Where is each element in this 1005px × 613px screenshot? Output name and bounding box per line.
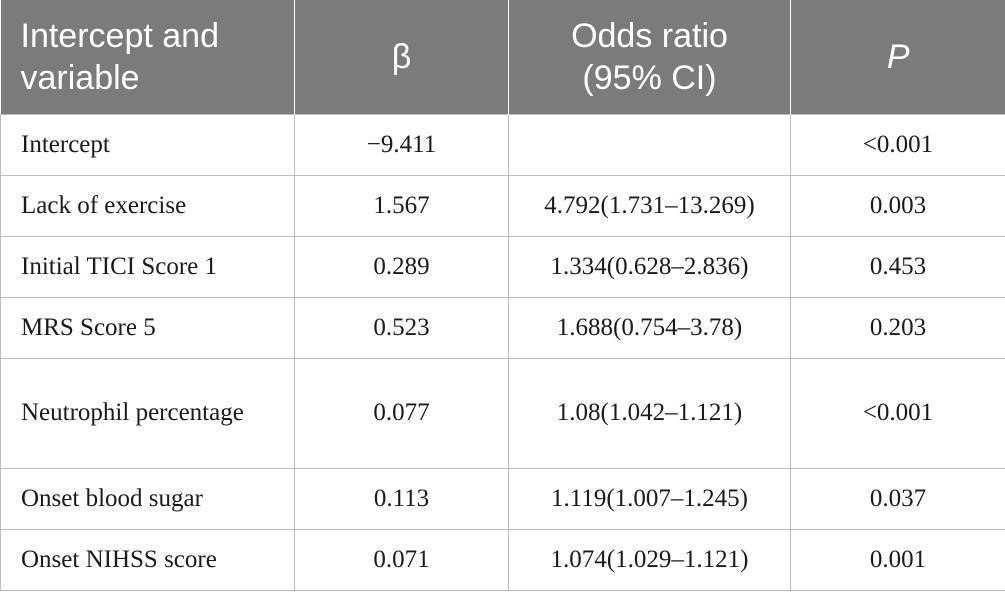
header-p-label: P (886, 37, 910, 76)
cell-variable: Neutrophil percentage (0, 357, 295, 469)
cell-variable: Onset blood sugar (0, 467, 295, 530)
cell-odds-ratio (508, 113, 791, 176)
header-row: Intercept and variable β Odds ratio (95%… (0, 0, 1005, 114)
cell-odds-ratio: 1.119(1.007–1.245) (508, 467, 791, 530)
cell-variable: Onset NIHSS score (0, 528, 295, 591)
cell-variable: Initial TICI Score 1 (0, 235, 295, 298)
table-row: Initial TICI Score 1 0.289 1.334(0.628–2… (0, 235, 1005, 298)
table-row: Lack of exercise 1.567 4.792(1.731–13.26… (0, 174, 1005, 237)
table-header: Intercept and variable β Odds ratio (95%… (0, 0, 1005, 114)
cell-odds-ratio: 1.334(0.628–2.836) (508, 235, 791, 298)
regression-table: Intercept and variable β Odds ratio (95%… (0, 0, 1005, 591)
cell-beta: −9.411 (294, 113, 509, 176)
table-row: MRS Score 5 0.523 1.688(0.754–3.78) 0.20… (0, 296, 1005, 359)
cell-variable: Intercept (0, 113, 295, 176)
cell-p-value: <0.001 (790, 357, 1005, 469)
cell-odds-ratio: 1.688(0.754–3.78) (508, 296, 791, 359)
cell-beta: 0.071 (294, 528, 509, 591)
table-row: Onset blood sugar 0.113 1.119(1.007–1.24… (0, 467, 1005, 530)
cell-beta: 0.289 (294, 235, 509, 298)
table-row: Onset NIHSS score 0.071 1.074(1.029–1.12… (0, 528, 1005, 591)
table-row: Intercept −9.411 <0.001 (0, 113, 1005, 176)
table-row: Neutrophil percentage 0.077 1.08(1.042–1… (0, 357, 1005, 469)
cell-beta: 1.567 (294, 174, 509, 237)
header-beta: β (294, 0, 509, 114)
cell-beta: 0.523 (294, 296, 509, 359)
cell-p-value: 0.037 (790, 467, 1005, 530)
cell-beta: 0.077 (294, 357, 509, 469)
header-variable: Intercept and variable (0, 0, 295, 114)
cell-p-value: 0.003 (790, 174, 1005, 237)
cell-p-value: 0.001 (790, 528, 1005, 591)
header-odds-ratio: Odds ratio (95% CI) (508, 0, 791, 114)
cell-p-value: 0.203 (790, 296, 1005, 359)
cell-odds-ratio: 1.074(1.029–1.121) (508, 528, 791, 591)
header-p-value: P (790, 0, 1005, 114)
table-body: Intercept −9.411 <0.001 Lack of exercise… (0, 113, 1005, 591)
cell-p-value: 0.453 (790, 235, 1005, 298)
cell-beta: 0.113 (294, 467, 509, 530)
cell-odds-ratio: 1.08(1.042–1.121) (508, 357, 791, 469)
cell-p-value: <0.001 (790, 113, 1005, 176)
cell-variable: MRS Score 5 (0, 296, 295, 359)
cell-odds-ratio: 4.792(1.731–13.269) (508, 174, 791, 237)
cell-variable: Lack of exercise (0, 174, 295, 237)
